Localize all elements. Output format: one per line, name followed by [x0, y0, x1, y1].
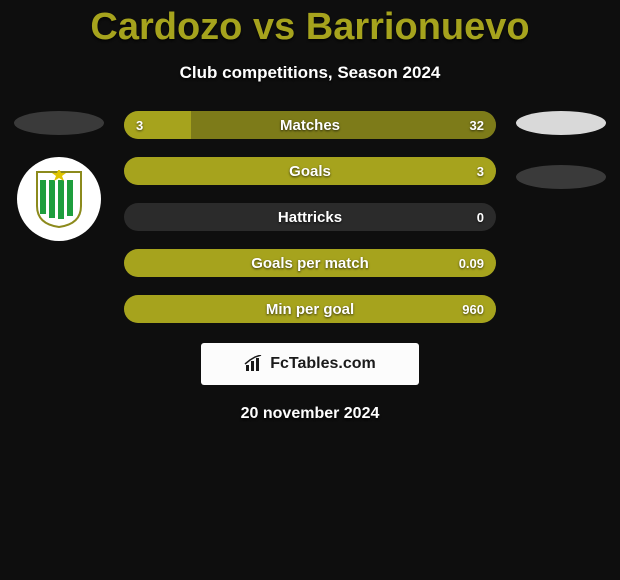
chart-icon: [244, 355, 266, 373]
club-badge: [17, 157, 101, 241]
stat-label: Min per goal: [124, 295, 496, 323]
stat-row: 0.09Goals per match: [124, 249, 496, 277]
subtitle: Club competitions, Season 2024: [0, 63, 620, 83]
footer-brand-text: FcTables.com: [270, 355, 376, 373]
page-title: Cardozo vs Barrionuevo: [0, 0, 620, 49]
stat-row: 3Goals: [124, 157, 496, 185]
player2-name: Barrionuevo: [306, 6, 530, 48]
stat-label: Matches: [124, 111, 496, 139]
stat-label: Goals: [124, 157, 496, 185]
right-placeholder-1: [516, 165, 606, 189]
stat-label: Goals per match: [124, 249, 496, 277]
left-placeholder-0: [14, 111, 104, 135]
right-placeholder-0: [516, 111, 606, 135]
vs-text: vs: [253, 6, 295, 48]
stat-row: 960Min per goal: [124, 295, 496, 323]
player1-name: Cardozo: [90, 6, 242, 48]
stat-row: 332Matches: [124, 111, 496, 139]
stat-label: Hattricks: [124, 203, 496, 231]
footer-brand-box: FcTables.com: [201, 343, 419, 385]
stat-row: 0Hattricks: [124, 203, 496, 231]
comparison-container: 332Matches 3Goals 0Hattricks 0.09Goals per …: [0, 111, 620, 323]
stats-bars: 332Matches 3Goals 0Hattricks 0.09Goals per …: [124, 111, 496, 323]
left-column: [14, 111, 104, 241]
shield-icon: [35, 170, 83, 228]
right-column: [516, 111, 606, 189]
date-text: 20 november 2024: [0, 405, 620, 423]
